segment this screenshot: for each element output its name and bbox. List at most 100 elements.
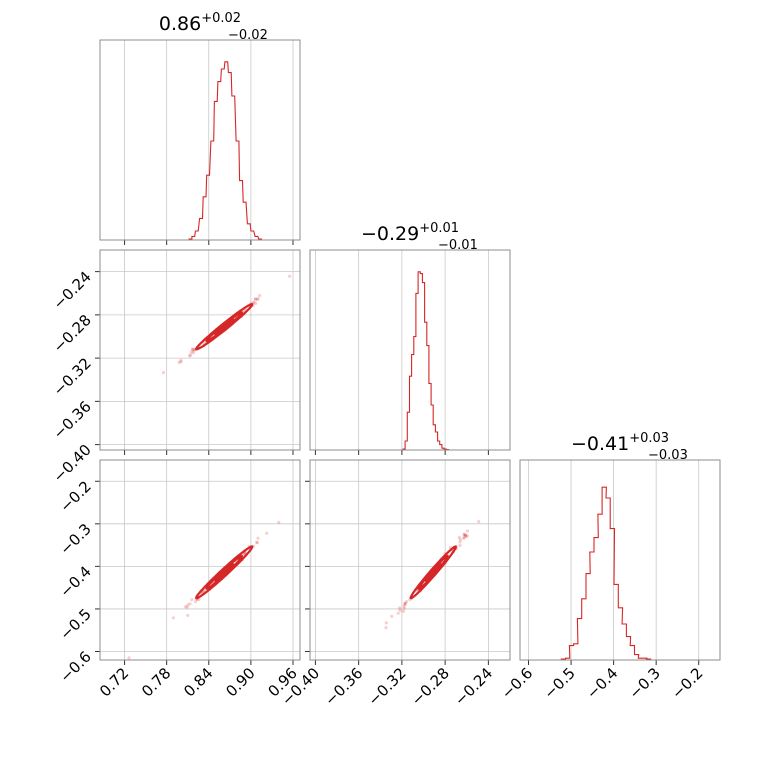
sample-point	[403, 601, 407, 605]
y-tick-label: −0.4	[56, 562, 94, 600]
sample-point	[390, 614, 394, 618]
title-median: −0.41	[571, 433, 629, 455]
panel-frame	[519, 459, 721, 661]
sample-point	[253, 297, 257, 301]
sample-point	[191, 347, 195, 351]
density-contour	[205, 311, 244, 343]
scatter-panel-1: −0.40−0.36−0.32−0.28−0.24	[50, 249, 301, 486]
y-tick-label: −0.3	[56, 520, 94, 558]
scatter-panel-2: 0.72 0.78 0.84 0.90 0.96−0.6−0.5−0.4−0.3−0.2	[56, 459, 301, 700]
density-contour	[417, 554, 449, 590]
histogram-panel-2: −0.29+0.01−0.01	[309, 221, 511, 455]
sample-point	[253, 297, 257, 301]
parameter-title: 0.86+0.02	[159, 11, 241, 35]
sample-point	[403, 603, 407, 607]
histogram-panel-3: −0.6 −0.5 −0.4 −0.3 −0.2−0.41+0.03−0.03	[498, 431, 721, 703]
histogram-panel-1: 0.86+0.02−0.02	[99, 11, 301, 245]
histogram-step-line	[100, 61, 300, 241]
sample-point	[405, 600, 409, 604]
sample-point	[256, 296, 260, 301]
sample-point	[384, 621, 388, 625]
y-tick-label: −0.32	[50, 354, 95, 399]
sample-point	[464, 533, 468, 537]
sample-point	[384, 626, 388, 630]
sample-point	[457, 535, 461, 540]
sample-point	[179, 358, 183, 362]
sample-point	[277, 520, 281, 524]
sample-point	[288, 274, 292, 278]
title-upper-error: +0.02	[201, 11, 241, 26]
sample-point	[255, 540, 259, 544]
sample-point	[477, 520, 481, 524]
x-tick-label: −0.24	[451, 664, 496, 709]
sample-point	[464, 534, 468, 539]
scatter-panel-3: −0.40−0.36−0.32−0.28−0.24	[278, 459, 511, 709]
sample-point	[186, 603, 190, 607]
density-contour	[205, 554, 244, 590]
parameter-title: −0.41+0.03	[571, 431, 669, 455]
x-tick-label: −0.3	[626, 664, 664, 702]
x-tick-label: −0.36	[321, 664, 366, 709]
title-lower-error: −0.03	[648, 448, 688, 463]
sample-point	[398, 608, 402, 612]
sample-point	[177, 360, 181, 365]
sample-point	[396, 611, 400, 615]
sample-point	[192, 347, 196, 352]
y-tick-label: −0.24	[50, 268, 95, 313]
title-upper-error: +0.01	[419, 221, 459, 236]
sample-point	[179, 360, 183, 364]
sample-point	[255, 298, 260, 302]
panel-frame	[99, 39, 301, 241]
title-median: 0.86	[159, 13, 201, 35]
sample-point	[462, 532, 466, 536]
sample-point	[458, 540, 462, 544]
density-contour	[195, 303, 254, 351]
sample-point	[255, 541, 259, 545]
panel-frame	[309, 459, 511, 661]
panel-frame	[309, 249, 511, 451]
y-tick-label: −0.36	[50, 397, 95, 442]
sample-point	[191, 348, 195, 352]
sample-point	[458, 538, 462, 542]
sample-point	[183, 605, 188, 609]
sample-point	[188, 353, 192, 357]
histogram-step-line	[520, 486, 720, 661]
sample-point	[256, 536, 260, 540]
sample-point	[186, 613, 190, 617]
sample-point	[254, 301, 258, 305]
sample-point	[191, 351, 195, 355]
sample-point	[265, 531, 269, 535]
x-tick-label: −0.4	[583, 664, 621, 702]
sample-point	[185, 605, 189, 609]
sample-point	[190, 598, 194, 602]
parameter-title: −0.29+0.01	[361, 221, 459, 245]
x-tick-label: 0.90	[222, 664, 258, 700]
y-tick-label: −0.6	[56, 648, 94, 686]
sample-point	[401, 609, 406, 613]
sample-point	[462, 536, 466, 540]
sample-point	[462, 535, 466, 539]
sample-point	[189, 350, 193, 354]
panel-frame	[99, 249, 301, 451]
sample-point	[403, 601, 407, 606]
title-median: −0.29	[361, 223, 419, 245]
x-tick-label: −0.28	[408, 664, 453, 709]
sample-point	[188, 354, 192, 358]
y-tick-label: −0.40	[50, 441, 95, 486]
sample-point	[194, 600, 198, 604]
sample-point	[463, 533, 468, 538]
x-tick-label: 0.72	[96, 664, 132, 700]
sample-point	[402, 604, 406, 608]
y-tick-label: −0.5	[56, 605, 94, 643]
y-tick-label: −0.28	[50, 311, 95, 356]
sample-point	[398, 606, 402, 610]
sample-point	[127, 656, 131, 660]
sample-point	[258, 294, 262, 298]
sample-point	[458, 543, 462, 548]
x-tick-label: 0.78	[138, 664, 174, 700]
x-tick-label: −0.2	[668, 664, 706, 702]
sample-point	[171, 616, 175, 620]
sample-point	[192, 349, 196, 353]
sample-point	[252, 300, 256, 304]
